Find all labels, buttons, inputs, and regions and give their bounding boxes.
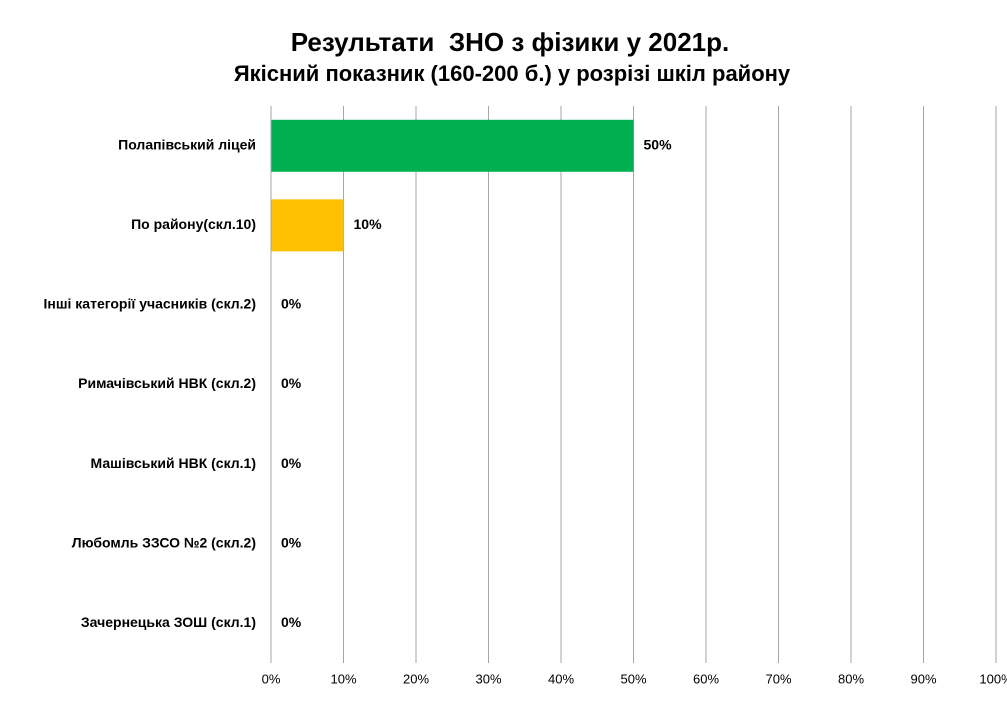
x-tick-label: 0% (262, 671, 281, 686)
value-label: 0% (281, 614, 302, 630)
x-tick-label: 80% (838, 671, 864, 686)
value-label: 0% (281, 534, 302, 550)
x-tick-label: 10% (330, 671, 356, 686)
category-label: Зачернецька ЗОШ (скл.1) (81, 614, 256, 630)
category-label: По району(скл.10) (131, 216, 256, 232)
x-tick-label: 70% (765, 671, 791, 686)
x-tick-label: 60% (693, 671, 719, 686)
chart-title: Результати ЗНО з фізики у 2021р. (291, 27, 730, 57)
value-label: 0% (281, 296, 302, 312)
chart-subtitle: Якісний показник (160-200 б.) у розрізі … (234, 61, 791, 86)
category-label: Полапівський ліцей (118, 136, 256, 152)
value-label: 0% (281, 375, 302, 391)
x-tick-label: 100% (979, 671, 1007, 686)
value-label: 0% (281, 455, 302, 471)
value-label: 10% (354, 216, 383, 232)
bar (271, 119, 634, 172)
value-label: 50% (644, 136, 673, 152)
category-label: Римачівський НВК (скл.2) (78, 375, 256, 391)
x-tick-label: 50% (620, 671, 646, 686)
x-tick-label: 90% (910, 671, 936, 686)
x-tick-label: 40% (548, 671, 574, 686)
x-tick-label: 20% (403, 671, 429, 686)
category-label: Любомль ЗЗСО №2 (скл.2) (72, 534, 256, 550)
bar (271, 199, 344, 252)
category-label: Інші категорії учасників (скл.2) (44, 296, 257, 312)
x-tick-label: 30% (475, 671, 501, 686)
category-label: Машівський НВК (скл.1) (91, 455, 256, 471)
